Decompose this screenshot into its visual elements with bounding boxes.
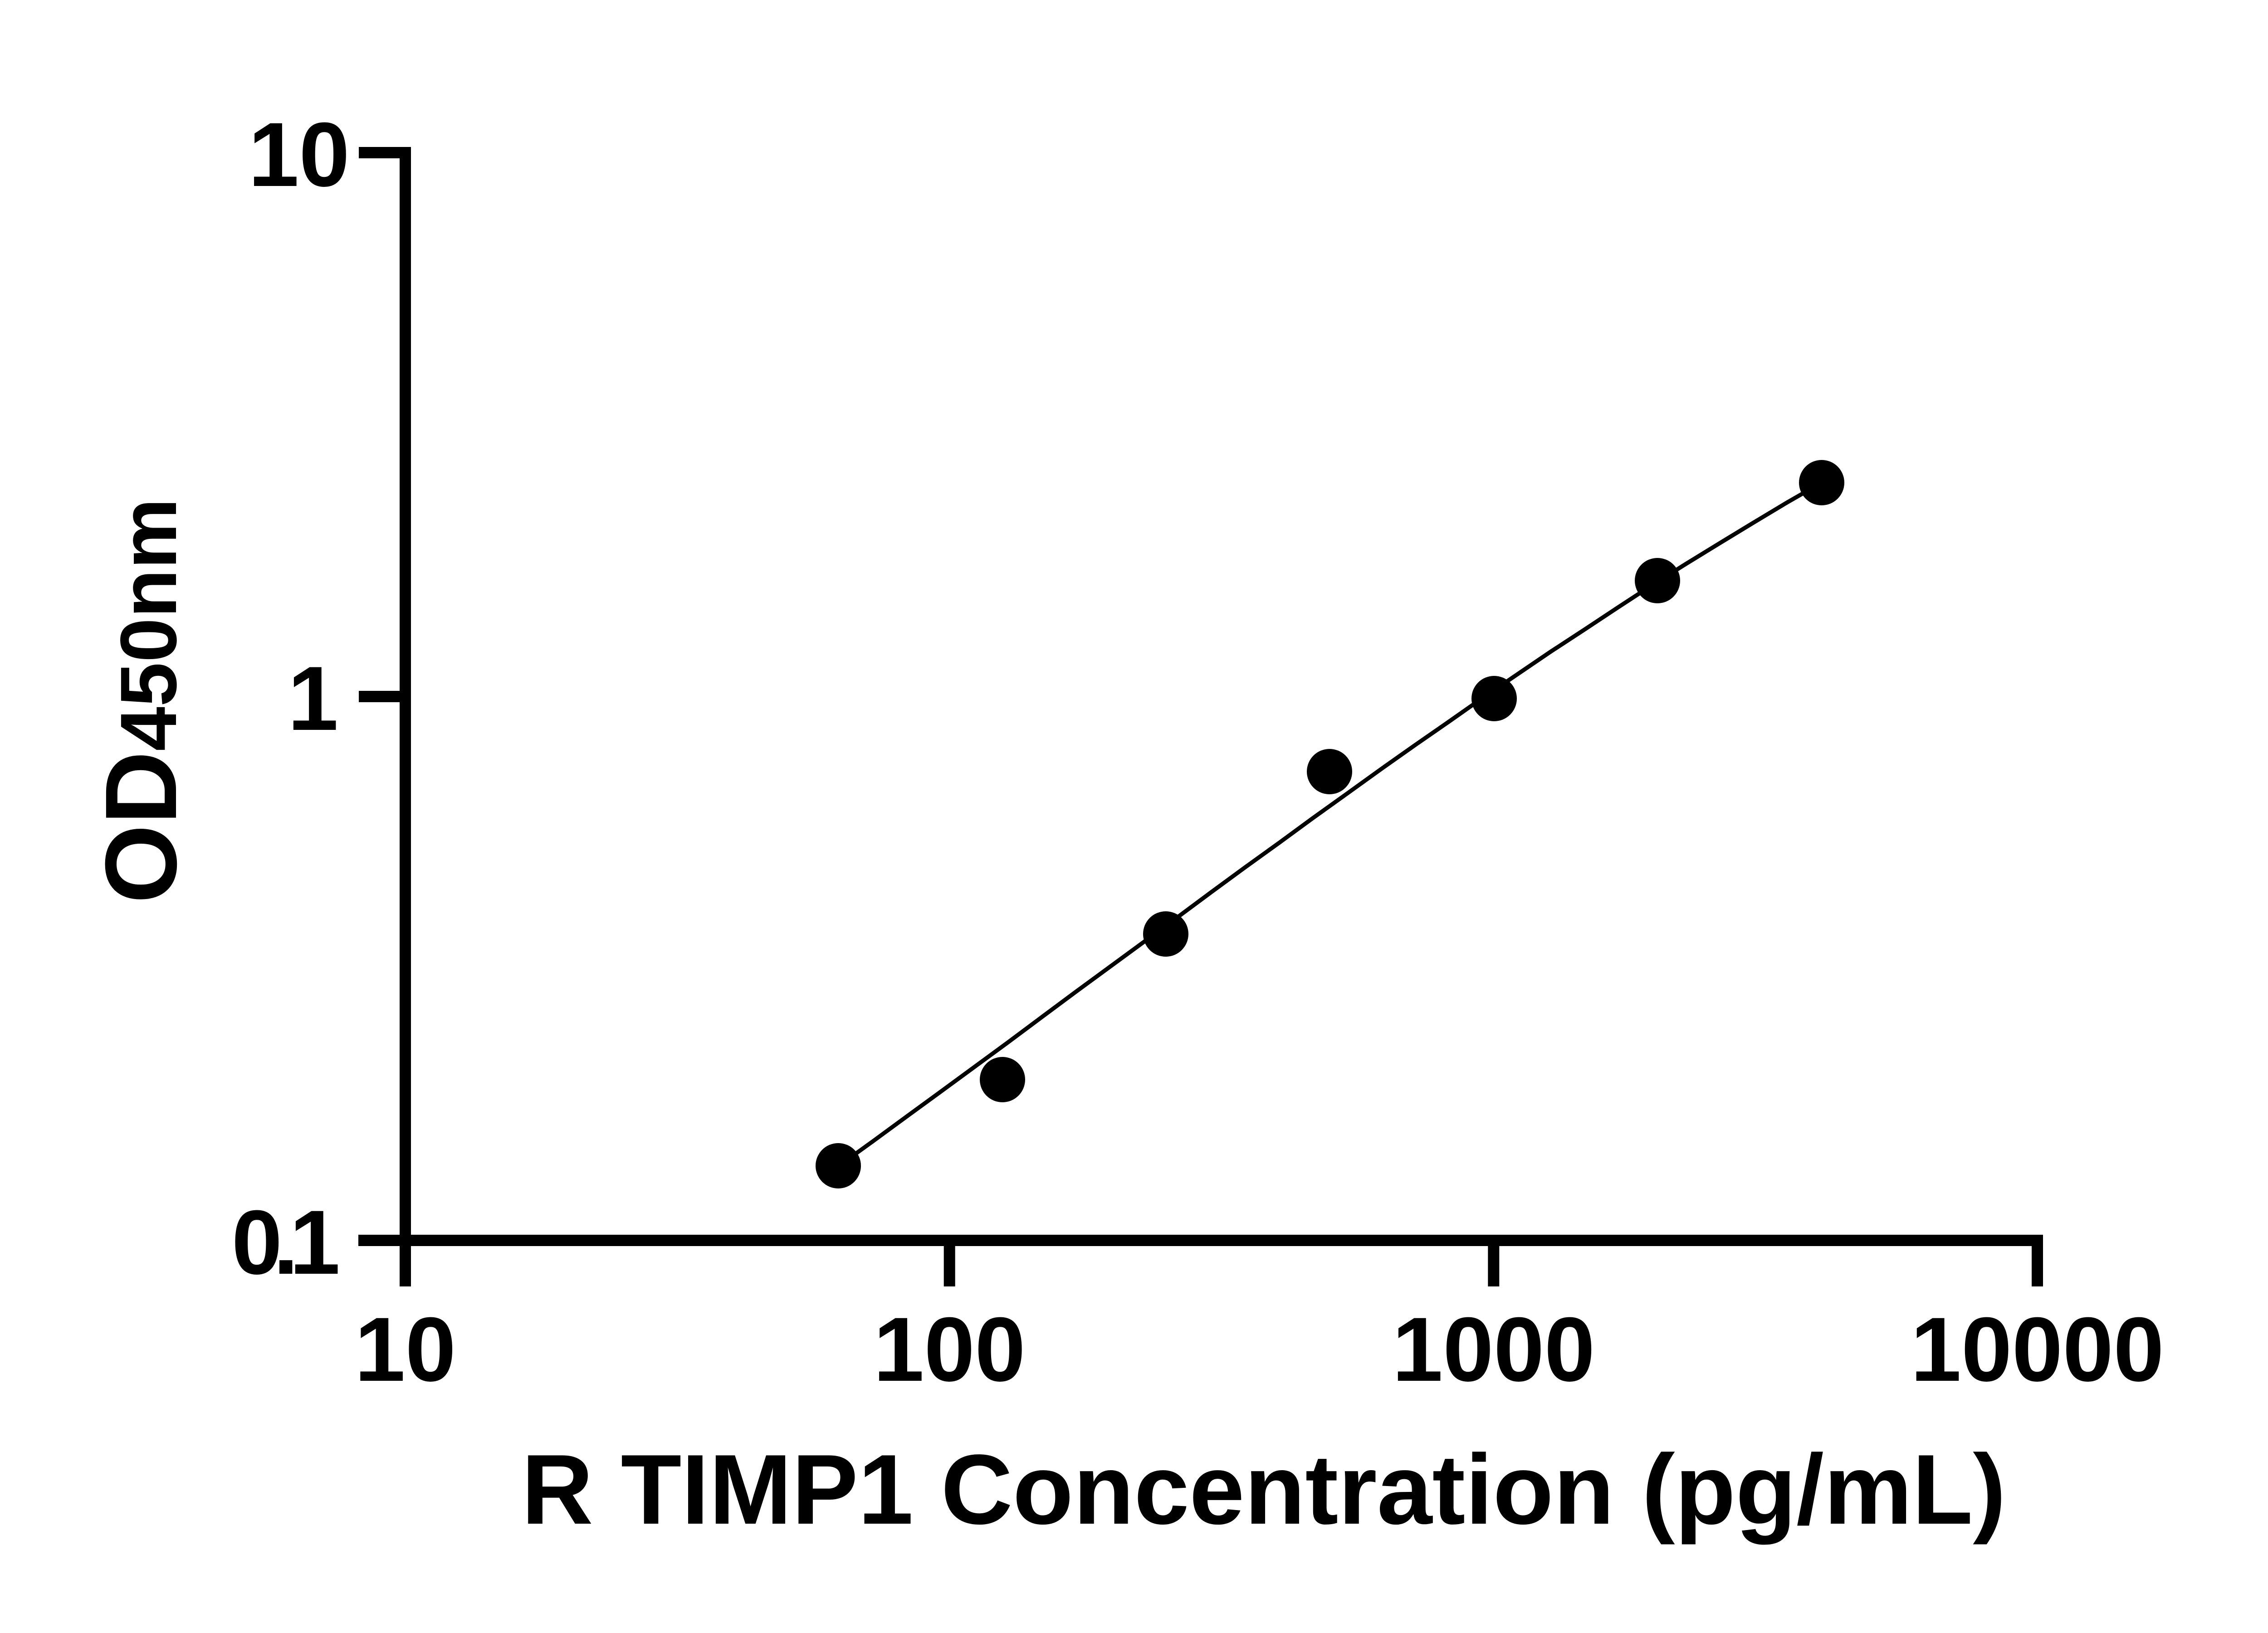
svg-text:100: 100 bbox=[874, 1298, 1026, 1400]
svg-text:0.1: 0.1 bbox=[232, 1191, 338, 1293]
svg-text:10: 10 bbox=[248, 103, 350, 205]
svg-text:10000: 10000 bbox=[1911, 1298, 2164, 1400]
svg-text:1000: 1000 bbox=[1392, 1298, 1595, 1400]
svg-text:1: 1 bbox=[288, 647, 338, 749]
svg-text:10: 10 bbox=[355, 1298, 456, 1400]
svg-text:R TIMP1 Concentration (pg/mL): R TIMP1 Concentration (pg/mL) bbox=[522, 1434, 2006, 1545]
